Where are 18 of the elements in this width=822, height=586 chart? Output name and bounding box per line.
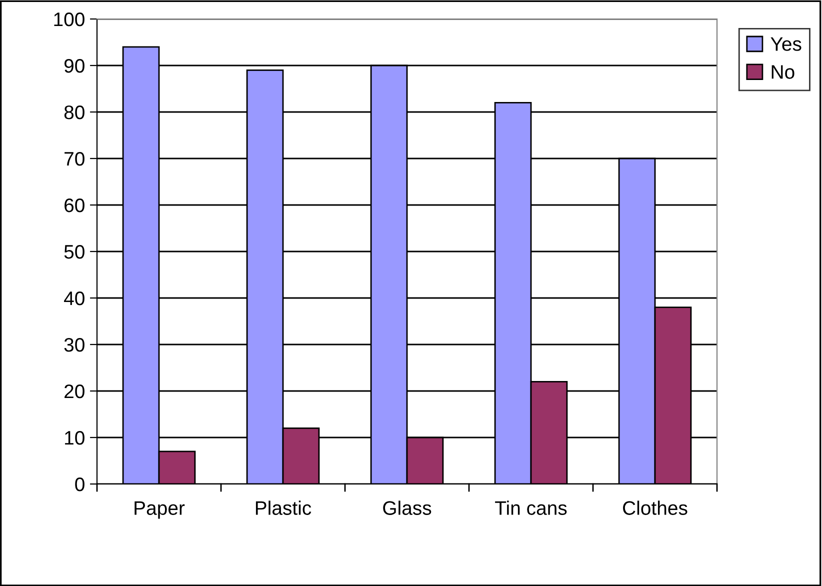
x-tick-label: Paper bbox=[134, 501, 185, 519]
y-tick-label: 80 bbox=[64, 105, 84, 120]
x-tick-label: Clothes bbox=[623, 500, 688, 515]
y-tick-label: 50 bbox=[64, 244, 84, 259]
y-tick-label: 30 bbox=[64, 338, 84, 352]
y-tick-label: 0 bbox=[75, 477, 84, 492]
legend-label: Yes bbox=[770, 37, 802, 51]
y-tick-label: 10 bbox=[65, 430, 84, 445]
y-tick-label: 90 bbox=[64, 58, 84, 73]
x-tick-label: Glass bbox=[383, 500, 432, 515]
y-tick-label: 70 bbox=[64, 152, 84, 166]
y-tick-label: 20 bbox=[64, 384, 84, 398]
x-tick-label: Tin cans bbox=[495, 500, 567, 515]
y-tick-label: 100 bbox=[54, 12, 84, 26]
y-tick-label: 60 bbox=[64, 198, 84, 212]
x-tick-label: Plastic bbox=[256, 500, 312, 515]
y-tick-label: 40 bbox=[64, 291, 84, 306]
legend-label: No bbox=[772, 65, 794, 79]
